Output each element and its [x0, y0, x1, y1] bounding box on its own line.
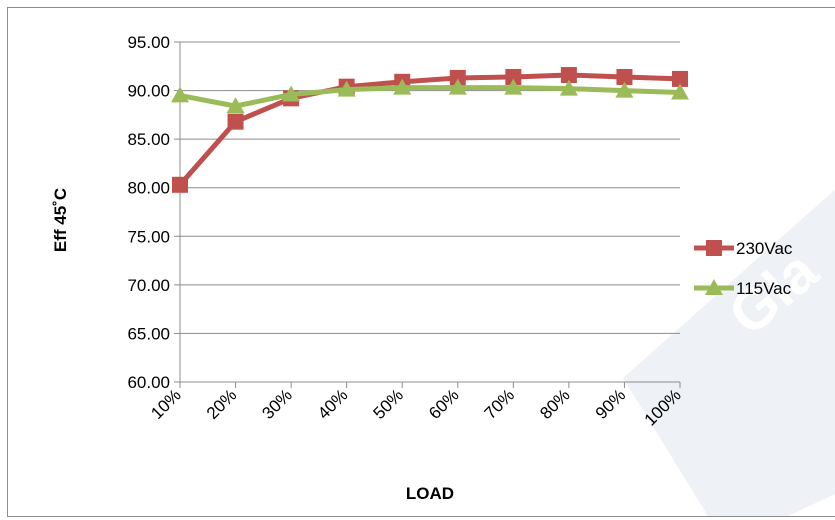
y-tick-label: 95.00: [127, 33, 170, 52]
x-tick-label: 60%: [425, 385, 462, 422]
y-tick-label: 70.00: [127, 276, 170, 295]
data-point-115Vac: [671, 83, 689, 100]
watermark-band: [623, 189, 835, 516]
data-point-115Vac: [615, 81, 634, 98]
x-tick-label: 30%: [258, 385, 295, 422]
data-point-230Vac: [672, 70, 688, 87]
x-tick-label: 80%: [536, 385, 573, 422]
watermark: Gla: [623, 189, 835, 516]
x-tick-label: 20%: [203, 385, 240, 422]
legend-label: 230Vac: [736, 239, 793, 258]
series-115Vac: [171, 78, 689, 114]
legend-item-230Vac: 230Vac: [694, 239, 793, 258]
data-point-230Vac: [449, 69, 466, 86]
y-tick-label: 75.00: [127, 227, 170, 246]
data-point-115Vac: [171, 86, 189, 103]
data-point-115Vac: [448, 78, 467, 95]
y-tick-label: 90.00: [127, 82, 170, 101]
data-point-115Vac: [504, 78, 523, 95]
axes: [179, 42, 681, 388]
x-tick-label: 50%: [370, 385, 407, 422]
chart-frame: Gla 95.00 90.00 85.00 80.00 75.00 70.00 65.00 6…: [7, 7, 835, 517]
data-point-230Vac: [616, 68, 633, 85]
data-point-115Vac: [337, 80, 356, 97]
data-point-115Vac: [393, 78, 412, 95]
y-tick-label: 60.00: [127, 373, 170, 392]
x-tick-label: 70%: [481, 385, 518, 422]
legend-label: 115Vac: [736, 279, 792, 298]
gridlines: [174, 41, 680, 383]
x-tick-label: 90%: [592, 385, 629, 422]
series-line-115Vac: [179, 85, 681, 109]
series-line-230Vac: [178, 72, 681, 187]
legend-marker: [705, 279, 723, 295]
data-point-115Vac: [282, 85, 301, 102]
x-axis-title: LOAD: [406, 484, 454, 503]
data-point-115Vac: [559, 79, 578, 96]
y-tick-label: 80.00: [127, 179, 170, 198]
y-tick-label: 65.00: [127, 324, 170, 343]
y-axis-title: Eff 45˚C: [51, 188, 70, 252]
data-point-230Vac: [560, 67, 577, 84]
x-tick-labels: 10% 20% 30% 40% 50% 60% 70% 80% 90% 100%: [147, 385, 684, 429]
data-point-230Vac: [505, 68, 522, 85]
legend-item-115Vac: 115Vac: [694, 279, 792, 298]
series-group: [171, 67, 689, 193]
data-point-115Vac: [226, 97, 245, 114]
data-point-230Vac: [227, 113, 244, 130]
chart-svg: Gla 95.00 90.00 85.00 80.00 75.00 70.00 65.00 6…: [51, 33, 835, 516]
y-tick-label: 85.00: [127, 130, 170, 149]
y-tick-labels: 95.00 90.00 85.00 80.00 75.00 70.00 65.00 60.00: [127, 33, 170, 392]
legend-marker: [706, 240, 722, 256]
x-tick-label: 40%: [314, 385, 351, 422]
legend: 230Vac 115Vac: [694, 239, 793, 298]
data-point-230Vac: [172, 176, 188, 193]
